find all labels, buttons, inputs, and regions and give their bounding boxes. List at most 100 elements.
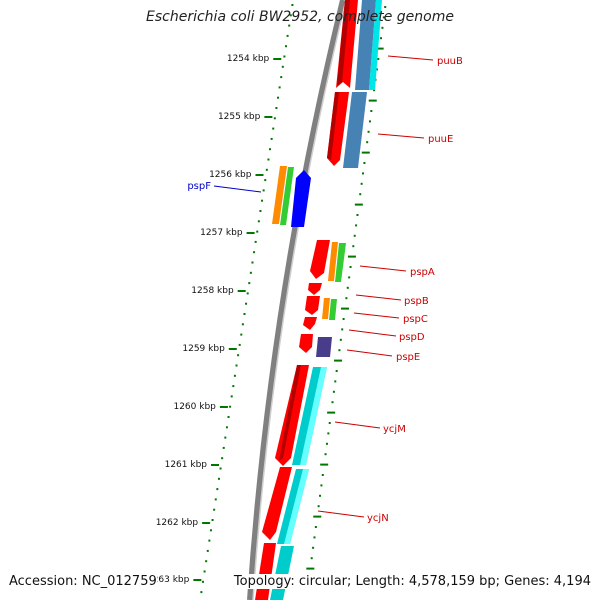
- inner-minor-tick: [219, 467, 222, 470]
- green-block-pspA[interactable]: [335, 243, 346, 282]
- cds-puuE[interactable]: [327, 92, 349, 166]
- gene-leader-line: [355, 294, 402, 301]
- inner-minor-tick: [291, 4, 294, 6]
- inner-minor-tick: [203, 570, 206, 573]
- gene-label-pspD[interactable]: pspD: [399, 332, 425, 343]
- outer-minor-tick: [375, 68, 378, 71]
- steelblue-block-2[interactable]: [343, 92, 367, 168]
- outer-minor-tick: [373, 89, 376, 92]
- outer-minor-tick: [338, 349, 341, 352]
- inner-minor-tick: [270, 137, 273, 140]
- cds-pspB[interactable]: [308, 283, 322, 295]
- inner-minor-tick: [238, 343, 241, 346]
- outer-minor-tick: [332, 390, 335, 393]
- outer-minor-tick: [324, 453, 327, 456]
- outer-minor-tick: [362, 172, 365, 175]
- orange-block-pspC[interactable]: [322, 298, 330, 319]
- gene-label-puuB[interactable]: puuB: [437, 56, 463, 67]
- outer-minor-tick: [320, 484, 323, 487]
- outer-minor-tick: [363, 162, 366, 164]
- inner-minor-tick: [246, 292, 249, 295]
- cds-ycjN[interactable]: [262, 467, 292, 540]
- outer-scale-ring: [306, 6, 387, 580]
- outer-major-tick: [327, 411, 336, 414]
- backbone-arc: [247, 0, 346, 601]
- green-block-pspC[interactable]: [329, 299, 337, 320]
- gene-leader-line: [377, 133, 425, 139]
- scale-label: 1255 kbp: [218, 112, 261, 122]
- outer-minor-tick: [377, 58, 380, 60]
- inner-scale-ring: [200, 4, 294, 594]
- outer-minor-tick: [339, 338, 342, 341]
- gene-label-ycjM[interactable]: ycjM: [383, 424, 406, 435]
- outer-minor-tick: [313, 536, 316, 539]
- cds-puuE-shade: [327, 92, 339, 160]
- scale-major-tick: [211, 464, 220, 466]
- outer-minor-tick: [342, 318, 345, 320]
- cds-pspE[interactable]: [299, 334, 313, 353]
- inner-minor-tick: [249, 271, 252, 274]
- cyan-block-top[interactable]: [369, 0, 382, 90]
- outer-major-tick: [368, 99, 377, 102]
- inner-minor-tick: [229, 405, 232, 408]
- outer-major-tick: [347, 255, 356, 258]
- outer-major-tick: [320, 463, 329, 466]
- green-block-pspF[interactable]: [280, 167, 294, 225]
- inner-minor-tick: [257, 220, 260, 223]
- gene-label-puuE[interactable]: puuE: [428, 134, 453, 145]
- outer-minor-tick: [380, 37, 383, 40]
- scale-major-tick: [237, 290, 246, 292]
- gene-leader-line: [334, 421, 381, 429]
- cds-pspA[interactable]: [310, 240, 330, 279]
- outer-minor-tick: [381, 26, 384, 29]
- orange-block-pspA[interactable]: [328, 242, 338, 281]
- purple-block-pspE[interactable]: [316, 337, 332, 357]
- cds-pspF[interactable]: [291, 170, 311, 227]
- gene-leader-line: [353, 312, 400, 319]
- gene-label-pspE[interactable]: pspE: [396, 352, 420, 363]
- inner-minor-tick: [281, 65, 284, 68]
- inner-minor-tick: [205, 560, 208, 563]
- outer-minor-tick: [335, 370, 338, 372]
- inner-minor-tick: [235, 364, 238, 367]
- outer-major-tick: [340, 307, 349, 310]
- orange-block-pspF[interactable]: [272, 166, 287, 224]
- gene-leader-line: [359, 265, 407, 272]
- outer-minor-tick: [370, 110, 373, 112]
- inner-minor-tick: [269, 148, 272, 151]
- gene-label-pspF[interactable]: pspF: [187, 181, 211, 192]
- inner-minor-tick: [200, 591, 203, 594]
- outer-minor-tick: [384, 6, 387, 8]
- inner-minor-tick: [284, 45, 287, 48]
- genome-summary: Topology: circular; Length: 4,578,159 bp…: [230, 574, 591, 589]
- scale-label: 1259 kbp: [182, 344, 225, 354]
- scale-label: 1261 kbp: [165, 460, 208, 470]
- scale-major-tick: [219, 406, 228, 408]
- inner-minor-tick: [217, 477, 220, 480]
- gene-leader-line: [213, 185, 262, 193]
- cds-pspD[interactable]: [303, 317, 317, 330]
- outer-major-tick: [334, 359, 343, 362]
- gene-label-pspC[interactable]: pspC: [403, 314, 428, 325]
- gene-labels: puuB puuE pspF pspA pspB pspC pspD pspE ycjM ycjN: [187, 55, 463, 524]
- inner-minor-tick: [227, 416, 230, 418]
- inner-minor-tick: [254, 240, 257, 243]
- cds-pspC[interactable]: [305, 296, 320, 315]
- scale-major-tick: [255, 174, 264, 176]
- inner-minor-tick: [240, 333, 243, 336]
- inner-minor-tick: [221, 457, 224, 460]
- outer-minor-tick: [328, 422, 331, 424]
- gene-label-pspA[interactable]: pspA: [410, 267, 435, 278]
- inner-minor-tick: [245, 302, 248, 305]
- inner-minor-tick: [211, 519, 214, 521]
- outer-minor-tick: [345, 297, 348, 300]
- inner-minor-tick: [261, 199, 264, 202]
- genome-title: Escherichia coli BW2952, complete genome: [146, 9, 454, 25]
- outer-minor-tick: [348, 276, 351, 279]
- inner-minor-tick: [275, 107, 278, 109]
- gene-label-ycjN[interactable]: ycjN: [367, 513, 389, 524]
- gene-label-pspB[interactable]: pspB: [404, 296, 429, 307]
- feature-track: [255, 0, 382, 600]
- outer-minor-tick: [327, 432, 330, 435]
- inner-minor-tick: [213, 508, 216, 511]
